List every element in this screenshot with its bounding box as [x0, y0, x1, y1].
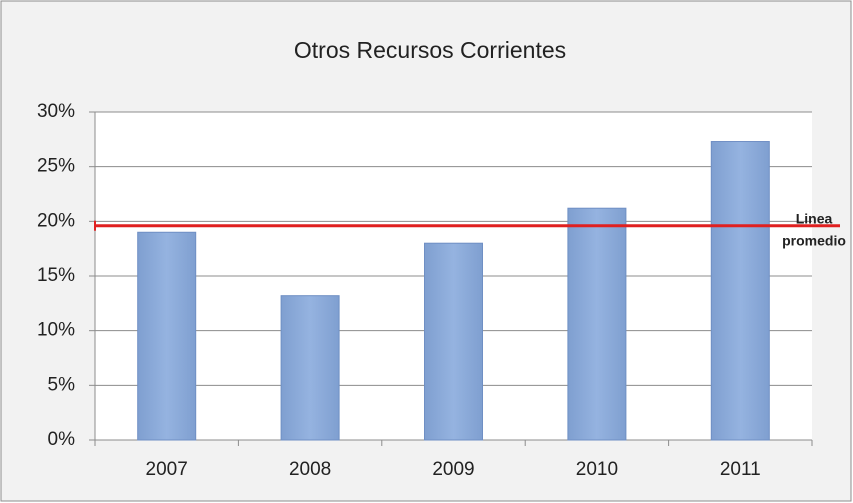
- y-tick-label: 25%: [37, 156, 75, 177]
- bar: [710, 141, 770, 441]
- y-tick-label: 5%: [48, 374, 76, 395]
- bar: [424, 242, 483, 441]
- bar: [567, 207, 627, 441]
- y-tick-label: 30%: [37, 101, 75, 122]
- chart-title: Otros Recursos Corrientes: [294, 37, 566, 63]
- y-tick-label: 0%: [48, 429, 76, 450]
- x-tick-label: 2007: [146, 459, 188, 480]
- bar: [280, 295, 340, 441]
- x-tick-label: 2011: [720, 459, 761, 480]
- average-line-label: promedio: [782, 232, 846, 248]
- x-tick-label: 2008: [289, 459, 331, 480]
- y-tick-label: 10%: [37, 320, 75, 341]
- average-line-label: Linea: [796, 210, 833, 226]
- y-tick-label: 15%: [37, 265, 75, 286]
- x-tick-label: 2009: [432, 459, 474, 480]
- x-tick-label: 2010: [576, 459, 618, 480]
- y-tick-label: 20%: [37, 210, 75, 231]
- bar: [137, 231, 197, 441]
